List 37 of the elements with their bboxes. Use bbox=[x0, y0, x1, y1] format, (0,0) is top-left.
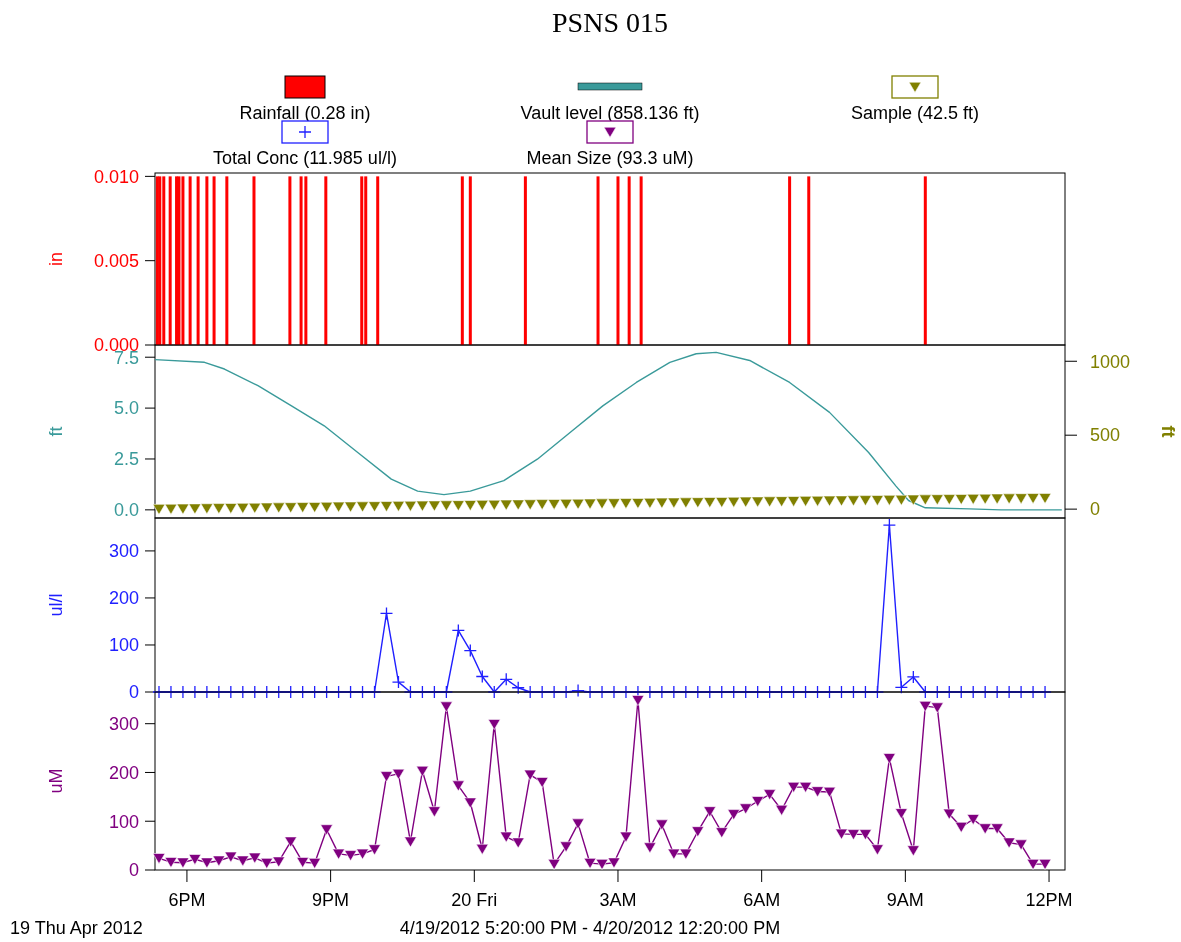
x-tick-label: 12PM bbox=[1025, 890, 1073, 910]
x-tick-label: 6AM bbox=[743, 890, 781, 910]
x-tick-label: 9AM bbox=[886, 890, 924, 910]
x-tick-label: 6PM bbox=[168, 890, 206, 910]
y-tick-label: 0 bbox=[128, 682, 139, 703]
legend-label: Mean Size (93.3 uM) bbox=[526, 148, 694, 168]
y2-axis-title: ft bbox=[1158, 425, 1178, 438]
y-tick-label: 200 bbox=[108, 588, 139, 609]
y-tick-label: 300 bbox=[108, 541, 139, 562]
y-tick-label: 0.010 bbox=[93, 166, 139, 187]
legend-label: Total Conc (11.985 ul/l) bbox=[213, 148, 397, 168]
y-tick-label: 100 bbox=[108, 635, 139, 656]
y-tick-label: 300 bbox=[108, 714, 139, 734]
y2-tick-label: 1000 bbox=[1090, 351, 1131, 372]
legend-label: Vault level (858.136 ft) bbox=[520, 103, 700, 123]
x-tick-label: 20 Fri bbox=[451, 890, 498, 910]
text: 4/19/2012 5:20:00 PM - 4/20/2012 12:20:00 PM bbox=[399, 918, 781, 938]
y2-tick-label: 0 bbox=[1090, 499, 1101, 520]
x-tick-label: 3AM bbox=[599, 890, 637, 910]
y-tick-label: 0.0 bbox=[113, 500, 139, 521]
y-axis-title: ul/l bbox=[46, 593, 66, 617]
line-series bbox=[154, 351, 1063, 511]
y-tick-label: 2.5 bbox=[113, 449, 139, 470]
text: 19 Thu Apr 2012 bbox=[10, 918, 143, 938]
legend-label: Sample (42.5 ft) bbox=[850, 103, 980, 123]
chart-title: PSNS 015 bbox=[552, 7, 668, 38]
y-tick-label: 0.005 bbox=[93, 250, 139, 271]
y-tick-label: 100 bbox=[108, 811, 139, 832]
legend-label: Rainfall (0.28 in) bbox=[239, 103, 371, 123]
y-tick-label: 5.0 bbox=[113, 398, 139, 419]
y-axis-title: ft bbox=[46, 426, 66, 437]
y-tick-label: 200 bbox=[108, 762, 139, 783]
x-tick-label: 9PM bbox=[312, 890, 350, 910]
y2-tick-label: 500 bbox=[1090, 425, 1121, 446]
y-tick-label: 0 bbox=[128, 860, 139, 881]
y-axis-title: uM bbox=[46, 768, 66, 794]
y-axis-title: in bbox=[46, 251, 66, 267]
